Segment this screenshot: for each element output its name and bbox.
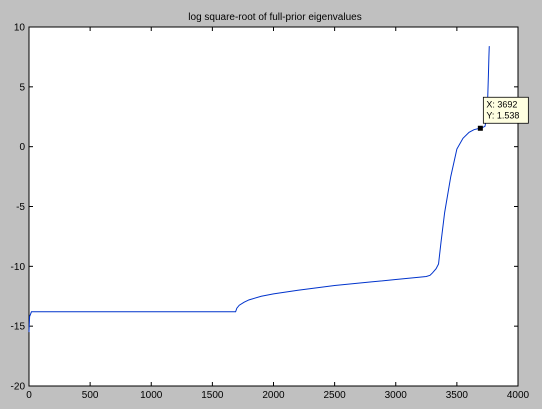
chart-title: log square-root of full-prior eigenvalue… <box>188 12 361 23</box>
x-tick-label: 1000 <box>140 390 163 401</box>
y-axis: 10 5 0 -5 -10 -15 -20 <box>11 23 518 393</box>
x-tick-label: 500 <box>82 390 99 401</box>
axes-box <box>28 26 519 387</box>
y-tick-label: -10 <box>11 262 26 273</box>
x-tick-label: 3500 <box>446 390 469 401</box>
data-tip-box <box>482 96 529 124</box>
x-tick-label: 2500 <box>324 390 347 401</box>
x-tick-label: 4000 <box>507 390 530 401</box>
x-axis: 0 500 1000 1500 2000 2500 3000 3500 4000 <box>26 27 530 401</box>
data-tip-y-label: Y: 1.538 <box>486 110 519 120</box>
y-tick-label: -15 <box>11 322 26 333</box>
x-tick-label: 2000 <box>262 390 285 401</box>
y-tick-label: 0 <box>19 142 25 153</box>
data-tip[interactable]: X: 3692 Y: 1.538 <box>477 96 529 131</box>
x-tick-label: 0 <box>26 390 32 401</box>
y-tick-label: 5 <box>19 82 25 93</box>
x-tick-label: 3000 <box>385 390 408 401</box>
y-tick-label: -20 <box>11 382 26 393</box>
data-tip-marker <box>477 125 483 131</box>
x-tick-label: 1500 <box>201 390 224 401</box>
data-tip-x-label: X: 3692 <box>486 99 517 109</box>
y-tick-label: 10 <box>14 23 26 34</box>
y-tick-label: -5 <box>16 202 25 213</box>
